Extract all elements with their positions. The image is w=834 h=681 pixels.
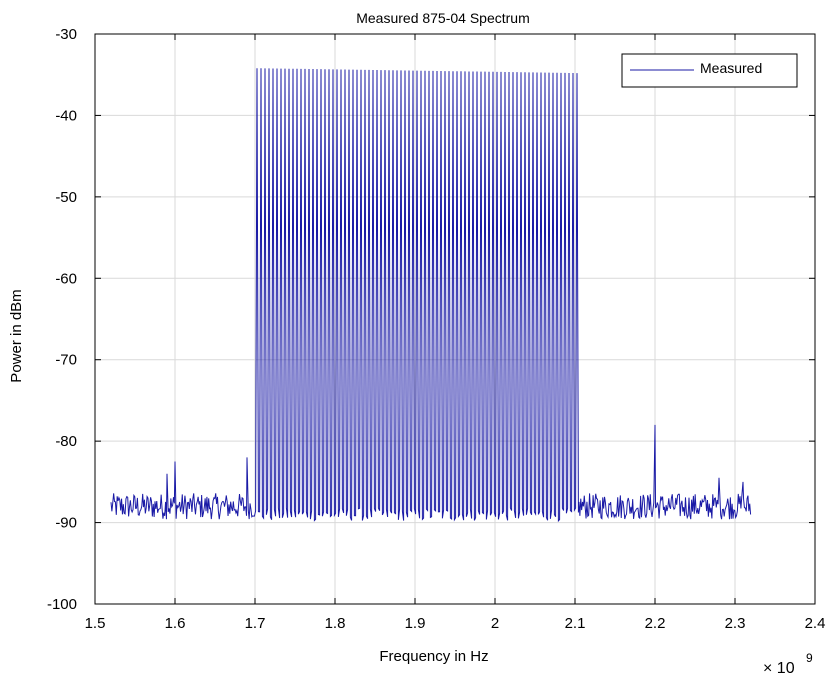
x-tick-label: 2.1 — [565, 615, 586, 632]
y-axis-label: Power in dBm — [8, 289, 25, 382]
y-tick-label: -70 — [55, 352, 77, 369]
y-tick-label: -100 — [47, 596, 77, 613]
y-tick-label: -30 — [55, 26, 77, 43]
x-multiplier-exponent: 9 — [806, 651, 813, 665]
series-layer — [110, 68, 752, 523]
legend: Measured — [621, 53, 798, 88]
y-tick-label: -60 — [55, 270, 77, 287]
x-tick-label: 1.6 — [165, 615, 186, 632]
y-tick-labels: -30 -40 -50 -60 -70 -80 -90 -100 — [47, 26, 77, 613]
y-tick-label: -80 — [55, 433, 77, 450]
x-tick-label: 2 — [491, 615, 499, 632]
x-tick-label: 1.7 — [245, 615, 266, 632]
series-line-measured — [110, 68, 752, 523]
x-tick-label: 1.8 — [325, 615, 346, 632]
legend-box — [621, 53, 798, 88]
x-tick-label: 1.5 — [85, 615, 106, 632]
y-tick-label: -90 — [55, 515, 77, 532]
x-tick-label: 2.2 — [645, 615, 666, 632]
x-axis-label: Frequency in Hz — [379, 648, 488, 665]
chart-title: Measured 875-04 Spectrum — [356, 10, 530, 26]
y-tick-label: -40 — [55, 107, 77, 124]
x-tick-labels: 1.5 1.6 1.7 1.8 1.9 2 2.1 2.2 2.3 2.4 — [85, 615, 826, 632]
x-tick-label: 2.3 — [725, 615, 746, 632]
x-tick-label: 1.9 — [405, 615, 426, 632]
y-tick-label: -50 — [55, 189, 77, 206]
legend-label-measured: Measured — [700, 60, 762, 76]
plot-frame — [94, 33, 816, 605]
tick-marks — [94, 33, 816, 605]
x-multiplier-base: × 10 — [763, 660, 795, 677]
x-tick-label: 2.4 — [805, 615, 826, 632]
